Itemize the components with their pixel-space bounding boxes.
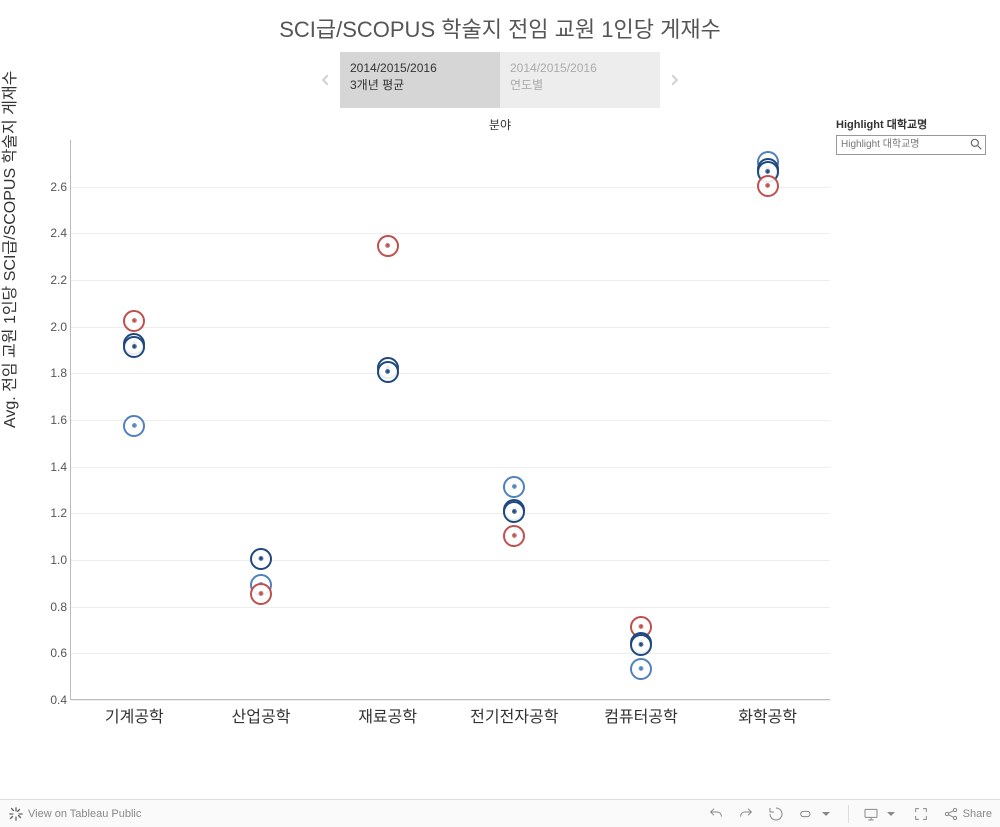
y-tick-label: 2.2 [31, 273, 67, 287]
caret-down-icon [883, 806, 899, 822]
data-point[interactable]: ◉ [630, 658, 652, 680]
device-icon [863, 806, 879, 822]
x-tick-label: 화학공학 [738, 703, 797, 727]
y-tick-label: 1.0 [31, 553, 67, 567]
refresh-icon [798, 806, 814, 822]
data-point[interactable]: ◉ [250, 548, 272, 570]
y-tick-label: 2.6 [31, 180, 67, 194]
share-icon [943, 806, 959, 822]
y-tick-label: 2.4 [31, 226, 67, 240]
tableau-toolbar: View on Tableau Public Share [0, 799, 1000, 827]
gridline [71, 187, 830, 188]
tab-label: 2014/2015/2016 [350, 60, 490, 77]
share-label: Share [963, 808, 992, 820]
gridline [71, 467, 830, 468]
y-tick-label: 1.2 [31, 506, 67, 520]
x-tick-label: 재료공학 [358, 703, 417, 727]
revert-button[interactable] [768, 806, 784, 822]
category-axis-label: 분야 [489, 116, 511, 133]
tab-nav: 2014/2015/2016 3개년 평균 2014/2015/2016 연도별 [0, 52, 1000, 108]
gridline [71, 233, 830, 234]
gridline [71, 280, 830, 281]
refresh-dropdown[interactable] [798, 806, 834, 822]
view-on-public-label: View on Tableau Public [28, 808, 141, 820]
page-title: SCI급/SCOPUS 학술지 전임 교원 1인당 게재수 [0, 0, 1000, 52]
highlight-control: Highlight 대학교명 [836, 116, 986, 155]
chevron-right-icon[interactable] [660, 56, 688, 104]
data-point[interactable]: ◉ [250, 583, 272, 605]
data-point[interactable]: ◉ [123, 415, 145, 437]
y-tick-label: 0.8 [31, 600, 67, 614]
tab-label: 2014/2015/2016 [510, 60, 650, 77]
y-axis-title: Avg. 전임 교원 1인당 SCI급/SCOPUS 학술지 게재수 [0, 71, 20, 428]
gridline [71, 513, 830, 514]
data-point[interactable]: ◉ [503, 476, 525, 498]
visualization-area: 분야 Highlight 대학교명 Avg. 전임 교원 1인당 SCI급/SC… [0, 116, 1000, 756]
gridline [71, 373, 830, 374]
data-point[interactable]: ◉ [630, 634, 652, 656]
gridline [71, 560, 830, 561]
y-tick-label: 1.4 [31, 460, 67, 474]
toolbar-separator [848, 805, 849, 823]
data-point[interactable]: ◉ [377, 361, 399, 383]
highlight-label: Highlight 대학교명 [836, 116, 986, 132]
chevron-left-icon[interactable] [312, 56, 340, 104]
data-point[interactable]: ◉ [123, 336, 145, 358]
x-tick-label: 컴퓨터공학 [604, 703, 678, 727]
y-tick-label: 0.4 [31, 693, 67, 707]
gridline [71, 607, 830, 608]
tableau-icon [8, 806, 24, 822]
fullscreen-icon [913, 806, 929, 822]
data-point[interactable]: ◉ [503, 501, 525, 523]
gridline [71, 653, 830, 654]
data-point[interactable]: ◉ [503, 525, 525, 547]
tab-sublabel: 연도별 [510, 77, 650, 94]
caret-down-icon [818, 806, 834, 822]
data-point[interactable]: ◉ [377, 235, 399, 257]
data-point[interactable]: ◉ [123, 310, 145, 332]
device-dropdown[interactable] [863, 806, 899, 822]
scatter-plot[interactable]: 0.40.60.81.01.21.41.61.82.02.22.42.6기계공학… [70, 140, 830, 700]
tab-3year-avg[interactable]: 2014/2015/2016 3개년 평균 [340, 52, 500, 108]
x-tick-label: 전기전자공학 [470, 703, 558, 727]
gridline [71, 420, 830, 421]
redo-icon [738, 806, 754, 822]
highlight-input[interactable] [836, 135, 986, 155]
share-button[interactable]: Share [943, 806, 992, 822]
y-tick-label: 1.8 [31, 366, 67, 380]
x-tick-label: 산업공학 [232, 703, 291, 727]
x-tick-label: 기계공학 [105, 703, 164, 727]
gridline [71, 700, 830, 701]
undo-icon [708, 806, 724, 822]
y-tick-label: 2.0 [31, 320, 67, 334]
tab-by-year[interactable]: 2014/2015/2016 연도별 [500, 52, 660, 108]
undo-button[interactable] [708, 806, 724, 822]
y-tick-label: 0.6 [31, 646, 67, 660]
redo-button[interactable] [738, 806, 754, 822]
tab-sublabel: 3개년 평균 [350, 77, 490, 94]
gridline [71, 327, 830, 328]
y-tick-label: 1.6 [31, 413, 67, 427]
fullscreen-button[interactable] [913, 806, 929, 822]
data-point[interactable]: ◉ [757, 175, 779, 197]
revert-icon [768, 806, 784, 822]
tableau-logo-button[interactable]: View on Tableau Public [8, 806, 141, 822]
